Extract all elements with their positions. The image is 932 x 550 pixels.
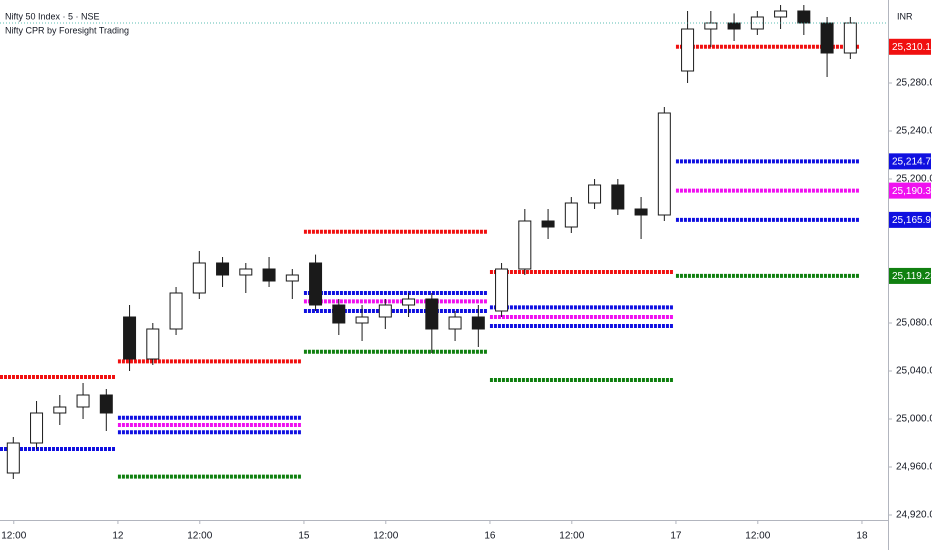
candle-body	[588, 184, 602, 204]
price-tag	[889, 182, 931, 199]
candle-body	[727, 22, 741, 30]
y-tick-label: 25,080.00	[896, 318, 932, 329]
x-tick-label: 18	[856, 531, 868, 542]
x-tick-label: 12	[112, 531, 124, 542]
y-tick-label: 25,240.00	[896, 126, 932, 137]
candle-body	[99, 394, 113, 414]
candle-body	[471, 316, 485, 330]
price-tag	[889, 211, 931, 228]
candle-body	[541, 220, 555, 228]
candle-body	[704, 22, 718, 30]
candle-body	[378, 304, 392, 318]
candle-body	[495, 268, 509, 312]
candle-body	[216, 262, 230, 276]
chart-subtitle: Nifty CPR by Foresight Trading	[5, 25, 129, 35]
x-tick-label: 16	[484, 531, 496, 542]
candle-body	[30, 412, 44, 444]
candle-body	[518, 220, 532, 270]
price-tag-label: 25,119.23	[892, 271, 932, 282]
x-tick-label: 12:00	[559, 531, 584, 542]
price-tag	[889, 267, 931, 284]
candle-body	[355, 316, 369, 324]
y-tick-label: 25,280.00	[896, 78, 932, 89]
price-tag-label: 25,310.18	[892, 42, 932, 53]
x-tick-label: 12:00	[373, 531, 398, 542]
price-tag	[889, 38, 931, 55]
y-tick-label: 25,040.00	[896, 366, 932, 377]
y-tick-label: 24,920.00	[896, 510, 932, 521]
candle-body	[402, 298, 416, 306]
candle-body	[843, 22, 857, 54]
candle-body	[262, 268, 276, 282]
price-tag	[889, 153, 931, 170]
candle-body	[332, 304, 346, 324]
price-tag-label: 25,165.93	[892, 215, 932, 226]
candle-body	[750, 16, 764, 30]
candle-body	[123, 316, 137, 360]
price-tag-label: 25,214.71	[892, 156, 932, 167]
candle-body	[448, 316, 462, 330]
candle-body	[53, 406, 67, 414]
candle-body	[146, 328, 160, 360]
x-tick-label: 17	[670, 531, 682, 542]
currency-label: INR	[897, 11, 913, 21]
price-tag-label: 25,190.32	[892, 186, 932, 197]
candle-body	[76, 394, 90, 408]
y-tick-label: 25,000.00	[896, 414, 932, 425]
candle-body	[611, 184, 625, 210]
candle-body	[820, 22, 834, 54]
x-tick-label: 12:00	[187, 531, 212, 542]
candle-body	[239, 268, 253, 276]
candle-body	[169, 292, 183, 330]
y-tick-label: 25,200.00	[896, 174, 932, 185]
x-tick-label: 12:00	[745, 531, 770, 542]
y-tick-label: 24,960.00	[896, 462, 932, 473]
candle-body	[192, 262, 206, 294]
candle-body	[309, 262, 323, 306]
x-tick-label: 12:00	[1, 531, 26, 542]
candle-body	[634, 208, 648, 216]
x-tick-label: 15	[298, 531, 310, 542]
candle-body	[797, 10, 811, 24]
candle-body	[285, 274, 299, 282]
candle-body	[425, 298, 439, 330]
candle-body	[657, 112, 671, 216]
chart-title: Nifty 50 Index · 5 · NSE	[5, 11, 100, 21]
candle-body	[681, 28, 695, 72]
candle-body	[564, 202, 578, 228]
candle-body	[774, 10, 788, 18]
candle-body	[6, 442, 20, 474]
